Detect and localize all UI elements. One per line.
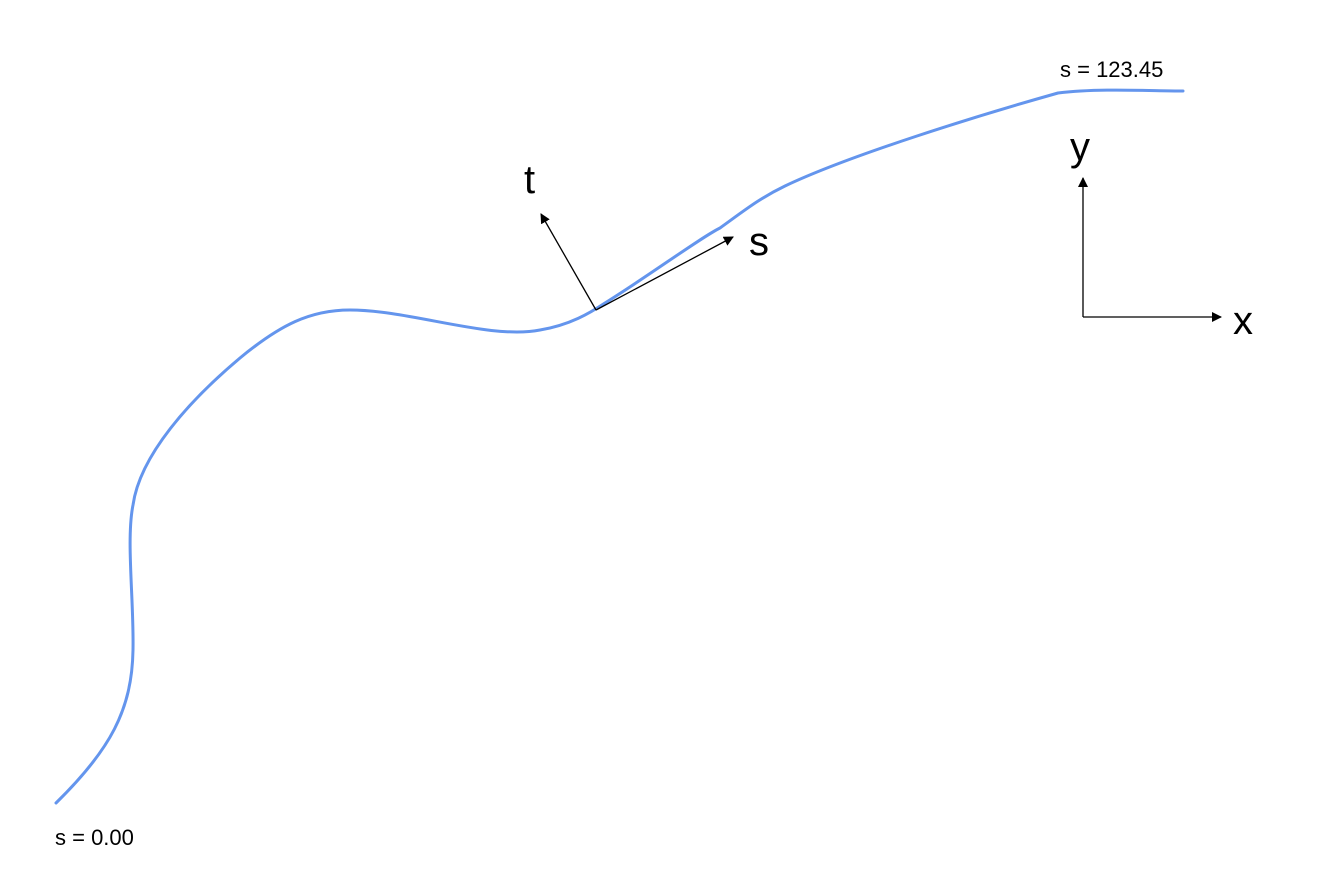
y-axis-label: y [1070, 125, 1090, 169]
normal-arrow [540, 213, 597, 311]
tangent-arrow [595, 236, 734, 311]
tangent-axis-label: s [749, 220, 769, 264]
path-curve [54, 88, 1185, 805]
curve-start-label: s = 0.00 [55, 825, 134, 850]
curve-end-label: s = 123.45 [1060, 57, 1163, 82]
normal-axis-label: t [524, 158, 535, 202]
x-axis-label: x [1233, 299, 1253, 343]
